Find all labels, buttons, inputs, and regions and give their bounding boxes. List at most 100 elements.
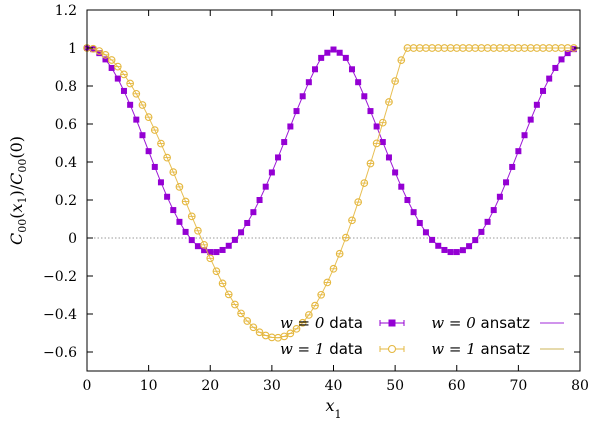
- data-point: [379, 139, 386, 146]
- x-tick-label: 50: [386, 378, 404, 394]
- tick-labels-group: 0 10 20 30 40 50 60 70 80 −0.6 −0.4 −0.2 0 0.2 0.4 0.6 0…: [43, 3, 589, 394]
- data-point: [570, 46, 577, 53]
- data-point: [219, 246, 226, 253]
- ticks-group: [86, 9, 581, 371]
- data-point: [410, 209, 417, 216]
- data-point: [287, 123, 294, 130]
- data-point: [330, 46, 337, 53]
- data-point: [176, 218, 183, 225]
- data-point: [238, 229, 245, 236]
- data-point: [564, 50, 571, 57]
- x-tick-label: 70: [509, 378, 527, 394]
- data-point: [262, 183, 269, 190]
- data-point: [207, 249, 214, 256]
- series-2: [83, 44, 578, 342]
- data-point: [157, 179, 164, 186]
- data-point: [250, 209, 257, 216]
- data-point: [416, 219, 423, 226]
- data-point: [244, 219, 251, 226]
- data-point: [170, 207, 177, 214]
- y-tick-label: −0.2: [43, 269, 77, 285]
- data-point: [459, 247, 466, 254]
- data-point: [515, 148, 522, 155]
- y-tick-label: 1: [68, 41, 77, 57]
- data-point: [392, 169, 399, 176]
- data-point: [194, 243, 201, 250]
- y-tick-label: 0.4: [55, 155, 77, 171]
- data-point: [256, 197, 263, 203]
- data-point: [484, 218, 491, 225]
- data-point: [164, 193, 171, 200]
- x-tick-label: 80: [571, 378, 589, 394]
- data-point: [466, 243, 473, 250]
- data-point: [527, 116, 534, 123]
- data-point: [355, 79, 362, 86]
- data-point: [281, 139, 288, 146]
- data-point: [552, 64, 559, 71]
- y-tick-label: −0.4: [43, 307, 77, 323]
- x-tick-label: 0: [83, 378, 92, 394]
- data-point: [447, 249, 454, 256]
- data-point: [305, 79, 312, 86]
- data-point: [472, 237, 479, 244]
- data-point: [361, 93, 368, 100]
- legend-entry-4: w = 1 ansatz: [431, 340, 564, 358]
- y-tick-label: 0: [68, 231, 77, 247]
- legend-marker-swatch: [387, 344, 397, 354]
- y-tick-label: 0.8: [55, 79, 77, 95]
- data-point: [275, 154, 282, 161]
- x-tick-label: 10: [140, 378, 158, 394]
- data-point: [441, 246, 448, 253]
- data-point: [324, 49, 331, 56]
- legend-entry-3: w = 0 ansatz: [431, 314, 564, 332]
- data-point: [145, 148, 152, 155]
- data-point: [404, 197, 411, 203]
- data-point: [558, 56, 565, 63]
- data-point: [435, 242, 442, 249]
- x-tick-label: 60: [448, 378, 466, 394]
- legend-marker-swatch: [388, 319, 396, 327]
- data-point: [102, 56, 109, 63]
- series-group: [83, 44, 578, 342]
- y-tick-label: 0.6: [55, 117, 77, 133]
- data-point: [478, 228, 485, 235]
- legend-label: w = 0 data: [280, 314, 363, 332]
- data-point: [496, 193, 503, 200]
- x-axis-label: x1: [325, 396, 341, 421]
- data-point: [127, 101, 134, 108]
- y-tick-label: 0.2: [55, 193, 77, 209]
- data-point: [540, 87, 547, 94]
- data-point: [133, 116, 140, 123]
- data-point: [422, 229, 429, 236]
- data-point: [509, 163, 516, 170]
- data-point: [312, 66, 319, 73]
- data-point: [453, 249, 460, 256]
- data-point: [201, 247, 208, 254]
- data-point: [490, 207, 497, 214]
- data-point: [225, 242, 232, 249]
- data-point: [151, 163, 158, 170]
- data-point: [348, 66, 355, 73]
- data-point: [268, 169, 275, 176]
- data-point: [231, 236, 238, 243]
- data-point: [398, 183, 405, 190]
- data-point: [188, 237, 195, 244]
- data-point: [367, 108, 374, 115]
- data-point: [336, 49, 343, 56]
- legend-label: w = 0 ansatz: [431, 314, 530, 332]
- data-point: [139, 132, 146, 139]
- data-point: [114, 75, 121, 82]
- legend: w = 0 data w = 1 data w = 0 ansatz w = 1 an…: [280, 314, 564, 358]
- data-point: [521, 132, 528, 139]
- x-tick-label: 40: [325, 378, 343, 394]
- data-point: [108, 64, 115, 71]
- legend-entry-1: w = 0 data: [280, 314, 405, 332]
- legend-label: w = 1 data: [280, 340, 363, 358]
- data-point: [213, 249, 220, 256]
- data-point: [299, 93, 306, 100]
- data-point: [385, 154, 392, 161]
- data-point: [293, 108, 300, 115]
- legend-entry-2: w = 1 data: [280, 340, 405, 358]
- data-point: [96, 50, 103, 57]
